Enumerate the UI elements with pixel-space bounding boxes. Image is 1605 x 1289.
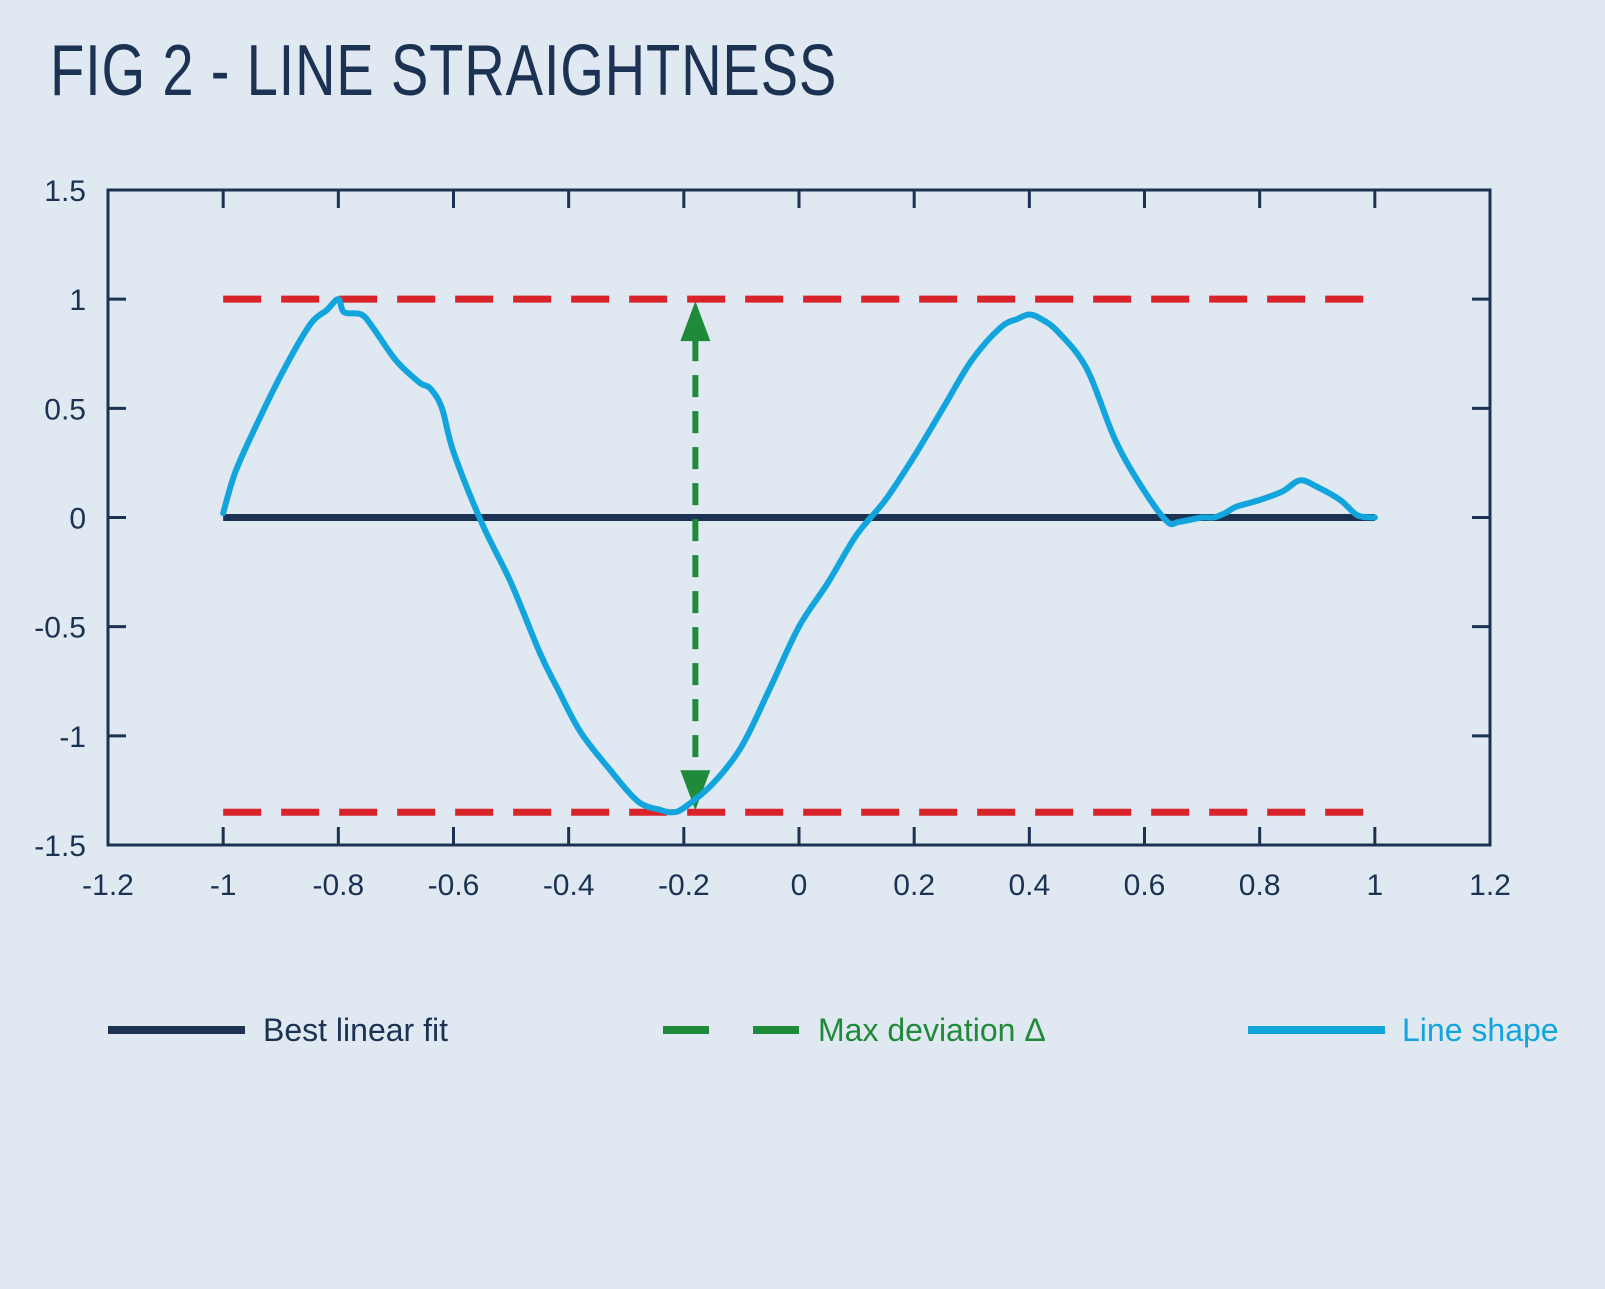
x-tick-label: 0.2 (893, 869, 935, 902)
x-tick-label: -1 (210, 869, 237, 902)
x-tick-label: 1.2 (1469, 869, 1511, 902)
x-tick-label: 0.6 (1124, 869, 1166, 902)
line-shape-curve (220, 296, 1378, 816)
x-tick-label: -0.2 (658, 869, 710, 902)
x-tick-label: 0.8 (1239, 869, 1281, 902)
chart-title: FIG 2 - LINE STRAIGHTNESS (50, 31, 838, 111)
x-tick-label: -0.8 (312, 869, 364, 902)
x-tick-label: 1 (1366, 869, 1383, 902)
y-tick-label: -1.5 (34, 830, 86, 863)
legend-label-max-deviation: Max deviation Δ (818, 1012, 1046, 1048)
max-deviation-arrowhead-top (680, 301, 711, 342)
x-tick-label: 0.4 (1008, 869, 1050, 902)
y-tick-label: 1.5 (44, 175, 86, 208)
legend-label-best-fit: Best linear fit (263, 1012, 448, 1048)
x-tick-label: -0.4 (543, 869, 595, 902)
y-tick-label: 0.5 (44, 393, 86, 426)
x-tick-label: -1.2 (82, 869, 134, 902)
y-tick-label: -0.5 (34, 612, 86, 645)
y-tick-label: 1 (69, 284, 86, 317)
y-tick-label: -1 (59, 721, 86, 754)
x-tick-label: -0.6 (428, 869, 480, 902)
x-tick-label: 0 (791, 869, 808, 902)
legend-label-line-shape: Line shape (1402, 1012, 1559, 1048)
y-tick-label: 0 (69, 503, 86, 536)
max-deviation-arrowhead-bottom (680, 770, 711, 811)
